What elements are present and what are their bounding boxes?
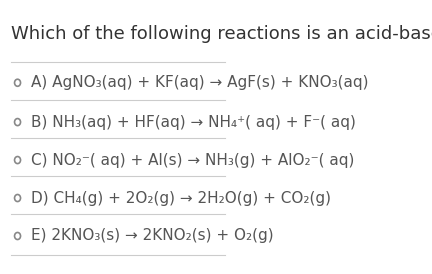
Text: Which of the following reactions is an acid-base reaction?: Which of the following reactions is an a… (11, 25, 432, 43)
Text: B) NH₃(aq) + HF(aq) → NH₄⁺( aq) + F⁻( aq): B) NH₃(aq) + HF(aq) → NH₄⁺( aq) + F⁻( aq… (32, 115, 356, 130)
Text: D) CH₄(g) + 2O₂(g) → 2H₂O(g) + CO₂(g): D) CH₄(g) + 2O₂(g) → 2H₂O(g) + CO₂(g) (32, 190, 331, 206)
Text: C) NO₂⁻( aq) + Al(s) → NH₃(g) + AlO₂⁻( aq): C) NO₂⁻( aq) + Al(s) → NH₃(g) + AlO₂⁻( a… (32, 153, 355, 168)
Text: E) 2KNO₃(s) → 2KNO₂(s) + O₂(g): E) 2KNO₃(s) → 2KNO₂(s) + O₂(g) (32, 229, 274, 244)
Text: A) AgNO₃(aq) + KF(aq) → AgF(s) + KNO₃(aq): A) AgNO₃(aq) + KF(aq) → AgF(s) + KNO₃(aq… (32, 75, 369, 90)
